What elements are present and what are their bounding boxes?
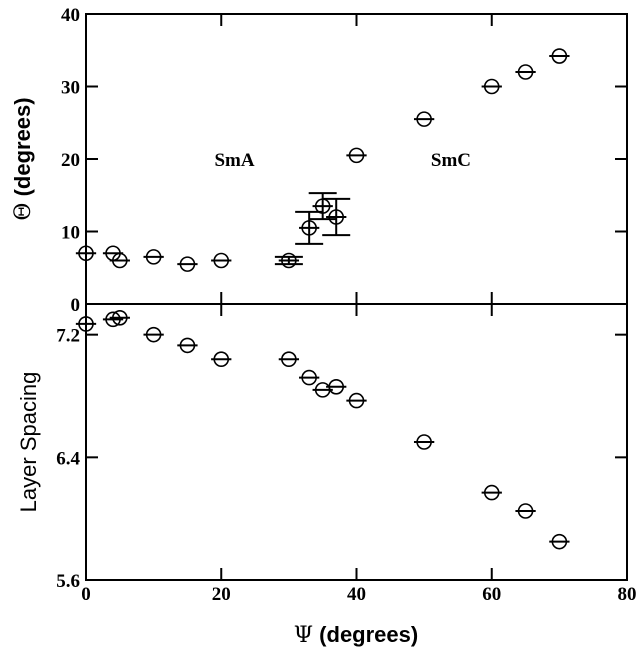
x-tick-label: 40 — [347, 584, 366, 605]
bottom-data-point — [348, 392, 365, 409]
bottom-data-point — [301, 369, 317, 386]
top-data-point — [551, 48, 568, 64]
top-data-point — [483, 78, 500, 95]
x-axis-title-text: (degrees) — [313, 622, 418, 647]
bottom-y-tick-label: 7.2 — [56, 326, 80, 347]
bottom-data-point — [179, 337, 196, 354]
x-axis-title-symbol: Ψ — [294, 623, 313, 648]
bottom-data-point — [112, 309, 128, 326]
top-data-point — [281, 252, 297, 269]
bottom-y-tick-label: 5.6 — [56, 571, 80, 592]
top-data-point — [78, 245, 94, 262]
top-y-tick-label: 20 — [61, 150, 80, 171]
top-data-point — [179, 256, 196, 272]
bottom-data-point — [517, 503, 534, 519]
top-data-point — [517, 64, 534, 80]
bottom-data-point — [328, 378, 345, 395]
bottom-data-point — [416, 434, 432, 450]
top-y-tick-label: 30 — [61, 78, 80, 99]
x-tick-label: 20 — [212, 584, 231, 605]
top-data-point — [301, 220, 317, 236]
bottom-y-axis-title: Layer Spacing — [16, 372, 41, 513]
top-data-point — [348, 147, 365, 164]
top-y-axis-title-symbol: Θ — [11, 203, 36, 221]
bottom-data-point — [78, 316, 94, 332]
top-y-tick-label: 10 — [61, 223, 80, 244]
bottom-data-point — [551, 533, 568, 550]
bottom-data-point — [105, 311, 121, 328]
bottom-data-point — [483, 484, 500, 501]
annotation-smc: SmC — [431, 150, 471, 171]
annotation-sma: SmA — [214, 150, 254, 171]
top-y-axis-title-text: (degrees) — [10, 97, 35, 202]
top-data-point — [213, 252, 230, 269]
top-panel-frame — [85, 13, 628, 305]
top-y-tick-label: 40 — [61, 5, 80, 26]
x-tick-label: 0 — [81, 584, 91, 605]
top-y-tick-label: 0 — [71, 295, 81, 316]
bottom-y-tick-label: 6.4 — [56, 448, 80, 469]
top-data-point — [145, 249, 162, 265]
bottom-data-point — [145, 326, 162, 343]
x-axis-title: Ψ (degrees) — [294, 622, 418, 648]
top-data-point — [112, 252, 128, 269]
bottom-data-point — [281, 351, 297, 368]
x-tick-label: 60 — [482, 584, 501, 605]
top-data-point — [416, 111, 432, 127]
chart-marks: 0 10 20 30 40 SmA SmC 5.6 6.4 7.2 0 20 40 60 80 — [56, 5, 636, 605]
bottom-panel-frame — [85, 303, 628, 581]
top-data-point — [328, 209, 345, 225]
bottom-data-point — [213, 351, 230, 368]
x-tick-label: 80 — [618, 584, 637, 605]
top-y-axis-title: Θ (degrees) — [10, 97, 36, 220]
